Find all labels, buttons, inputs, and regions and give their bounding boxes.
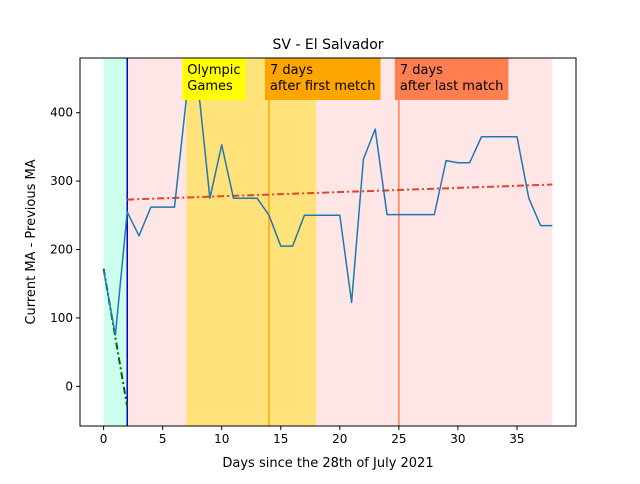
y-axis-label: Current MA - Previous MA [24,159,39,324]
annotation-box [394,58,509,100]
trend-line-after [127,183,553,201]
region-before [103,58,128,426]
x-tick-label: 20 [332,432,347,446]
annotation-text-line: 7 days [400,63,443,78]
plot-background-layer [103,58,553,426]
region-olympics [186,58,317,426]
x-tick-label: 5 [159,432,167,446]
y-tick-label: 400 [50,106,73,120]
annotation-text-line: after first metch [270,79,376,94]
y-tick-label: 200 [50,243,73,257]
x-tick-label: 15 [273,432,288,446]
x-tick-label: 25 [391,432,406,446]
series-line-0 [102,84,553,336]
annotation-box [264,58,381,100]
annotation-text-line: Games [187,79,233,94]
x-tick-label: 30 [450,432,465,446]
x-axis-label: Days since the 28th of July 2021 [222,456,433,471]
annotation-text-line: 7 days [270,63,313,78]
trend-line-before [102,268,129,408]
x-tick-label: 10 [214,432,229,446]
y-axis: 0 100 200 300 400 [50,106,80,393]
plot-frame [79,57,577,427]
plot-lines-layer [102,58,553,426]
x-tick-label: 35 [509,432,524,446]
y-tick-label: 100 [50,311,73,325]
chart-title: SV - El Salvador [272,37,383,53]
y-tick-label: 0 [65,379,73,393]
annotation-text-line: after last match [400,79,504,94]
annotation-box [182,58,246,100]
y-tick-label: 300 [50,174,73,188]
annotation-text-line: Olympic [187,63,240,78]
x-axis: 0 5 10 15 20 25 30 35 [100,426,525,446]
x-tick-label: 0 [100,432,108,446]
